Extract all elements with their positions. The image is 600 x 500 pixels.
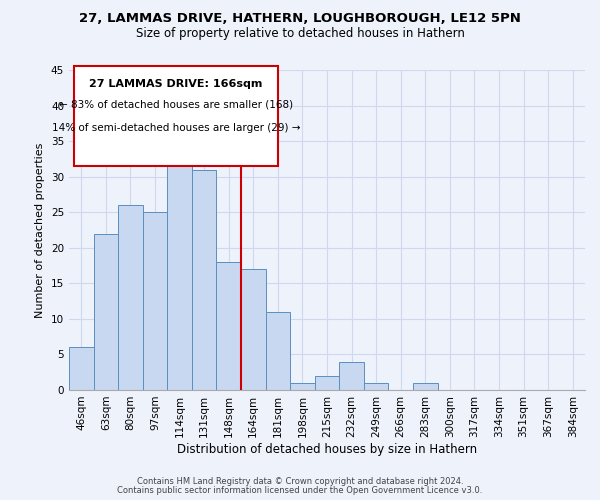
Text: Contains public sector information licensed under the Open Government Licence v3: Contains public sector information licen… — [118, 486, 482, 495]
Bar — [167, 127, 192, 390]
FancyBboxPatch shape — [74, 66, 278, 166]
Bar — [266, 312, 290, 390]
Bar — [339, 362, 364, 390]
Bar — [241, 269, 266, 390]
Bar — [217, 262, 241, 390]
Text: 14% of semi-detached houses are larger (29) →: 14% of semi-detached houses are larger (… — [52, 124, 300, 134]
Bar — [290, 383, 315, 390]
Text: Size of property relative to detached houses in Hathern: Size of property relative to detached ho… — [136, 28, 464, 40]
X-axis label: Distribution of detached houses by size in Hathern: Distribution of detached houses by size … — [177, 442, 477, 456]
Text: Contains HM Land Registry data © Crown copyright and database right 2024.: Contains HM Land Registry data © Crown c… — [137, 477, 463, 486]
Bar — [315, 376, 339, 390]
Bar — [364, 383, 388, 390]
Bar — [94, 234, 118, 390]
Y-axis label: Number of detached properties: Number of detached properties — [35, 142, 46, 318]
Bar — [118, 205, 143, 390]
Text: 27, LAMMAS DRIVE, HATHERN, LOUGHBOROUGH, LE12 5PN: 27, LAMMAS DRIVE, HATHERN, LOUGHBOROUGH,… — [79, 12, 521, 26]
Text: 27 LAMMAS DRIVE: 166sqm: 27 LAMMAS DRIVE: 166sqm — [89, 78, 263, 88]
Bar — [143, 212, 167, 390]
Bar — [192, 170, 217, 390]
Bar — [413, 383, 437, 390]
Bar — [69, 348, 94, 390]
Text: ← 83% of detached houses are smaller (168): ← 83% of detached houses are smaller (16… — [59, 100, 293, 110]
